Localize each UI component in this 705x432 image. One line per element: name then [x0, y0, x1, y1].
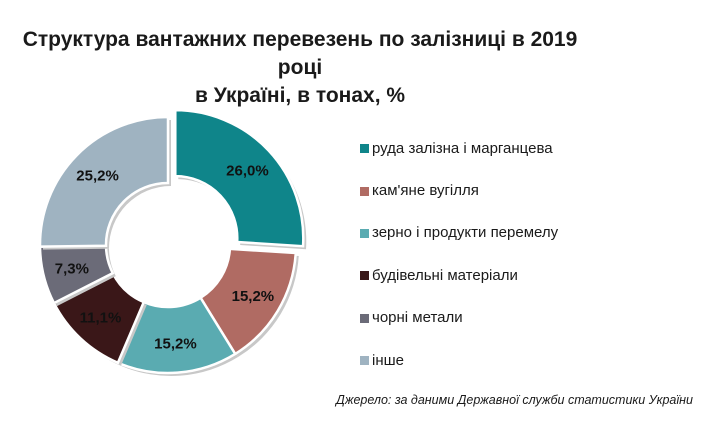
legend-label: будівельні матеріали — [372, 266, 518, 284]
legend-item-building-materials: будівельні матеріали — [360, 254, 690, 296]
slice-other — [38, 115, 170, 248]
slice-label-coal: 15,2% — [232, 288, 275, 305]
legend-label: зерно і продукти перемелу — [372, 224, 559, 242]
slice-label-ore: 26,0% — [226, 162, 269, 179]
legend-swatch — [360, 228, 369, 238]
chart-title-line-2: в Україні, в тонах, % — [194, 84, 406, 107]
legend-item-grain: зерно і продукти перемелу — [360, 212, 690, 254]
slice-label-other: 25,2% — [76, 167, 119, 184]
legend-swatch — [360, 186, 369, 196]
chart-legend: руда залізна і марганцева кам'яне вугілл… — [360, 127, 690, 381]
source-note: Джерело: за даними Державної служби стат… — [336, 393, 693, 407]
slice-label-ferrous-metals: 7,3% — [55, 261, 89, 278]
legend-item-ferrous-metals: чорні метали — [360, 297, 690, 339]
legend-swatch — [360, 271, 369, 281]
slice-label-building-materials: 11,1% — [80, 309, 122, 326]
legend-label: руда залізна і марганцева — [372, 139, 553, 157]
legend-item-other: інше — [360, 339, 690, 381]
chart-title-line-1: Структура вантажних перевезень по залізн… — [22, 28, 578, 79]
legend-item-coal: кам'яне вугілля — [360, 169, 690, 211]
legend-swatch — [360, 313, 369, 323]
slice-label-grain: 15,2% — [154, 336, 197, 353]
slice-ore — [174, 108, 305, 248]
legend-label: інше — [372, 351, 404, 369]
legend-label: чорні метали — [372, 309, 463, 327]
chart-title: Структура вантажних перевезень по залізн… — [0, 26, 600, 110]
legend-label: кам'яне вугілля — [372, 182, 479, 200]
legend-swatch — [360, 356, 369, 366]
legend-swatch — [360, 144, 369, 154]
legend-item-ore: руда залізна і марганцева — [360, 127, 690, 169]
